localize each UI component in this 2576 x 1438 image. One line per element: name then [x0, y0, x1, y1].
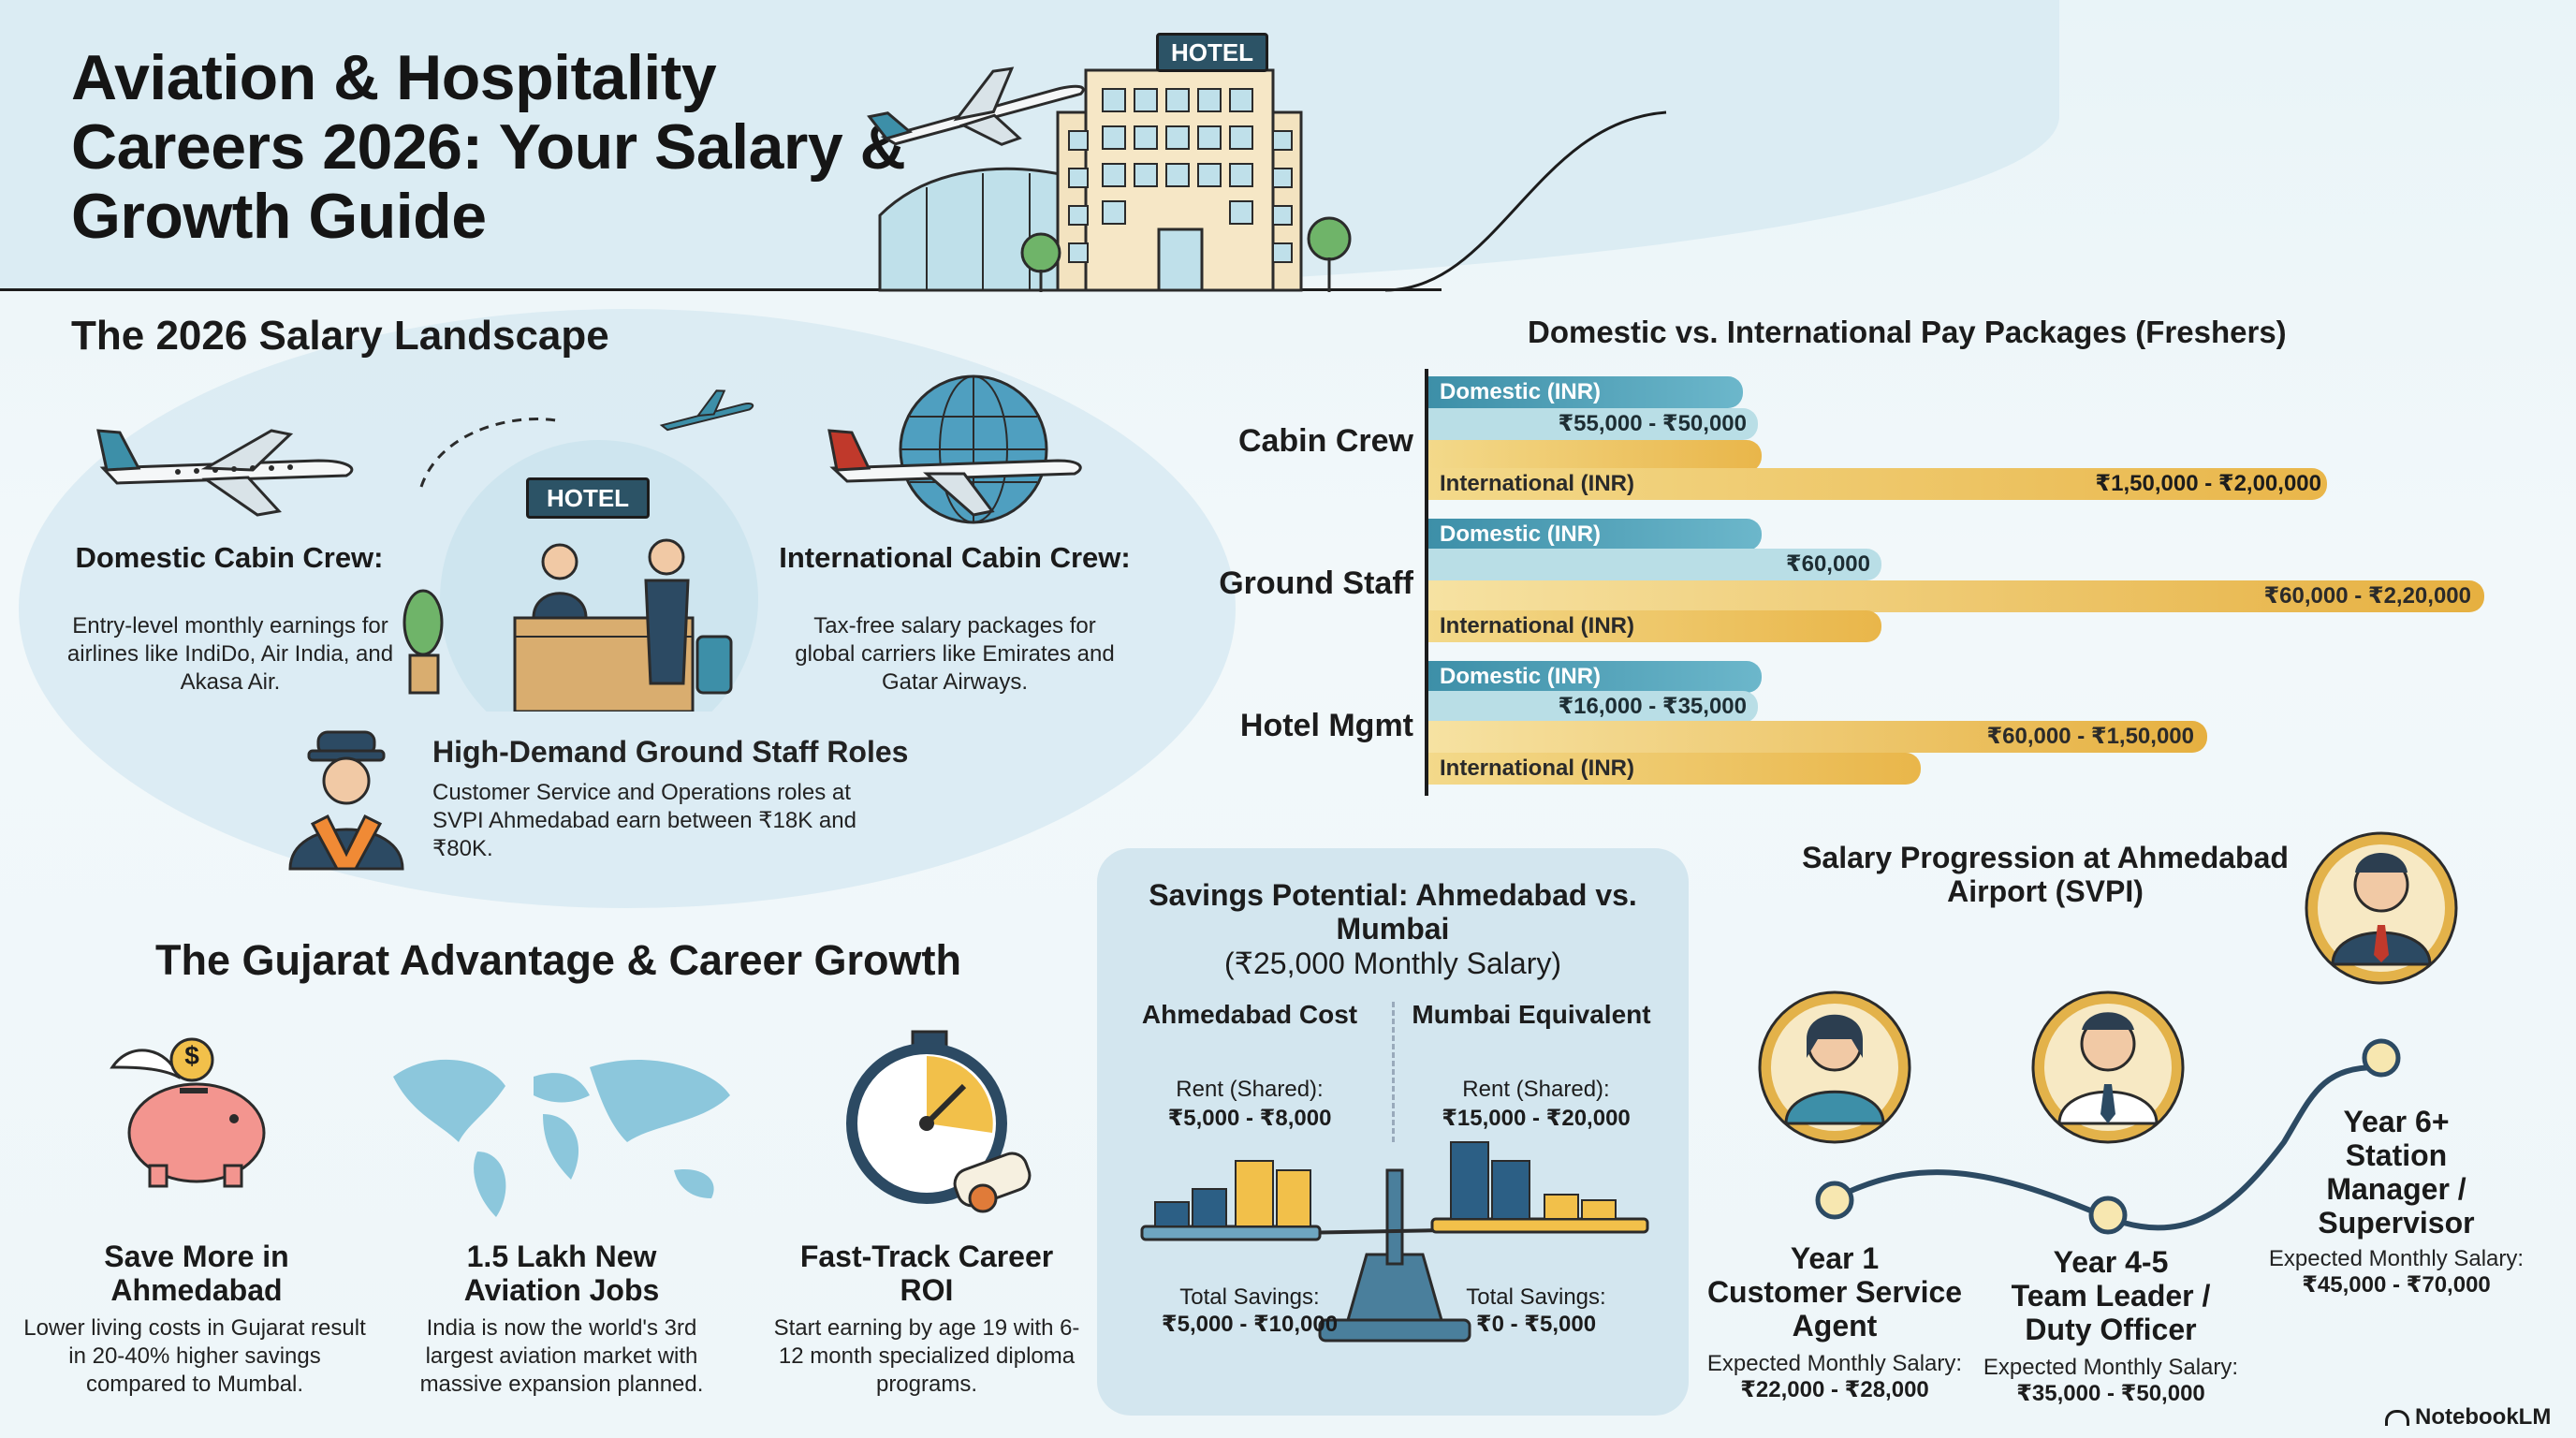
pay-chart — [1425, 369, 1428, 796]
savings-right-total-label: Total Savings: — [1466, 1284, 1606, 1310]
small-airplane-icon — [659, 389, 754, 432]
balance-scale-icon — [1140, 1141, 1649, 1343]
step-role: Team Leader / Duty Officer — [2011, 1279, 2211, 1346]
ground-staff-title: High-Demand Ground Staff Roles — [432, 735, 909, 769]
brand-badge[interactable]: NotebookLM — [2385, 1404, 2551, 1431]
benefit-text: Start earning by age 19 with 6-12 month … — [773, 1315, 1080, 1397]
savings-right-heading: Mumbai Equivalent — [1412, 1000, 1651, 1029]
bar-domestic-value: ₹55,000 - ₹50,000 — [1428, 408, 1758, 440]
benefit-title: 1.5 Lakh New Aviation Jobs — [463, 1240, 660, 1307]
step-salary: ₹45,000 - ₹70,000 — [2302, 1272, 2491, 1298]
stopwatch-icon — [846, 1030, 1032, 1213]
step-year: Year 6+ — [2343, 1105, 2450, 1138]
ground-staff-text: Customer Service and Operations roles at… — [432, 780, 856, 861]
bar-domestic-value: ₹16,000 - ₹35,000 — [1428, 691, 1758, 723]
international-crew-text: Tax-free salary packages for global carr… — [795, 613, 1115, 695]
benefit-text: Lower living costs in Gujarat result in … — [23, 1315, 366, 1397]
chart-row-label: Cabin Crew — [1237, 423, 1413, 459]
globe-airplane-icon — [827, 374, 1082, 524]
step-role: Customer Service Agent — [1706, 1275, 1963, 1343]
step-role: Station Manager / Supervisor — [2318, 1138, 2475, 1240]
bar-international-label: International (INR) — [1428, 753, 1921, 785]
savings-right-rent: ₹15,000 - ₹20,000 — [1442, 1106, 1631, 1131]
savings-left-rent: ₹5,000 - ₹8,000 — [1167, 1106, 1332, 1131]
benefit-title: Fast-Track Career ROI — [799, 1240, 1054, 1307]
savings-left-total: ₹5,000 - ₹10,000 — [1161, 1312, 1339, 1337]
domestic-airplane-icon — [96, 429, 354, 517]
domestic-crew-text: Entry-level monthly earnings for airline… — [66, 613, 394, 695]
bar-international-value: ₹60,000 - ₹2,20,000 — [1428, 580, 2484, 612]
savings-right-total: ₹0 - ₹5,000 — [1475, 1312, 1597, 1337]
page-title: Aviation & Hospitality Careers 2026: You… — [71, 42, 906, 252]
bar-international-label: International (INR) — [1428, 468, 2327, 500]
brand-name: NotebookLM — [2415, 1404, 2552, 1430]
header-divider — [0, 288, 1442, 291]
world-map-icon — [393, 1059, 730, 1217]
progression-path — [1758, 831, 2458, 1235]
step-salary: ₹35,000 - ₹50,000 — [2016, 1381, 2205, 1406]
chart-row-label: Hotel Mgmt — [1239, 708, 1413, 743]
savings-right-rent-label: Rent (Shared): — [1462, 1077, 1610, 1102]
hotel-reception-icon — [402, 418, 758, 712]
savings-title: Savings Potential: Ahmedabad vs. Mumbai — [1149, 878, 1637, 946]
step-salary-label: Expected Monthly Salary: — [1706, 1351, 1963, 1376]
savings-left-rent-label: Rent (Shared): — [1176, 1077, 1324, 1102]
international-crew-title: International Cabin Crew: — [779, 541, 1131, 574]
piggy-bank-icon — [110, 1037, 266, 1188]
savings-left-total-label: Total Savings: — [1179, 1284, 1320, 1310]
domestic-crew-title: Domestic Cabin Crew: — [75, 541, 384, 574]
chart-row-label: Ground Staff — [1219, 565, 1413, 601]
bar-spacer — [1428, 440, 1762, 472]
savings-left-heading: Ahmedabad Cost — [1141, 1000, 1358, 1029]
gujarat-heading: The Gujarat Advantage & Career Growth — [155, 936, 962, 984]
step-year: Year 1 — [1790, 1241, 1880, 1275]
benefit-title: Save More in Ahmedabad — [104, 1240, 289, 1307]
header-curve — [1385, 110, 1667, 292]
airplane-icon — [867, 66, 1085, 146]
step-year: Year 4-5 — [2053, 1245, 2169, 1279]
reception-hotel-sign: HOTEL — [526, 477, 650, 519]
savings-subtitle: (₹25,000 Monthly Salary) — [1223, 946, 1562, 980]
landscape-heading: The 2026 Salary Landscape — [71, 313, 609, 359]
bar-international-value: ₹1,50,000 - ₹2,00,000 — [2095, 471, 2321, 496]
step-salary: ₹22,000 - ₹28,000 — [1740, 1377, 1929, 1402]
bar-international-value: ₹60,000 - ₹1,50,000 — [1428, 721, 2207, 753]
step-salary-label: Expected Monthly Salary: — [2268, 1246, 2525, 1271]
ground-staff-icon — [288, 730, 404, 871]
savings-divider — [1392, 1002, 1395, 1142]
pay-chart-title: Domestic vs. International Pay Packages … — [1528, 315, 2287, 349]
dollar-icon: $ — [184, 1041, 199, 1070]
progression-title: Salary Progression at Ahmedabad Airport … — [1802, 841, 2289, 908]
bar-international-label: International (INR) — [1428, 610, 1881, 642]
hotel-building-icon — [878, 68, 1352, 292]
notebooklm-icon — [2385, 1409, 2409, 1426]
benefit-text: India is now the world's 3rd largest avi… — [419, 1315, 704, 1397]
bar-domestic-value: ₹60,000 — [1428, 549, 1881, 580]
hotel-sign: HOTEL — [1156, 33, 1268, 72]
bar-domestic-label: Domestic (INR) — [1428, 376, 1743, 408]
step-salary-label: Expected Monthly Salary: — [1983, 1355, 2239, 1380]
bar-domestic-label: Domestic (INR) — [1428, 661, 1762, 693]
bar-domestic-label: Domestic (INR) — [1428, 519, 1762, 550]
